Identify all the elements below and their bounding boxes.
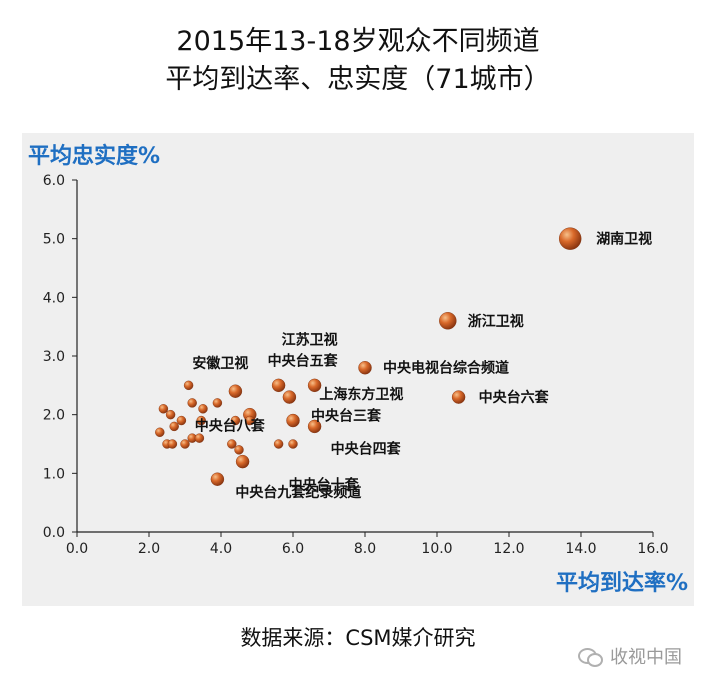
scatter-point xyxy=(235,454,250,469)
x-tick-label: 2.0 xyxy=(138,541,160,557)
scatter-point xyxy=(167,439,178,449)
chart-title-line2: 平均到达率、忠实度（71城市） xyxy=(165,64,551,95)
scatter-point xyxy=(271,378,286,393)
chart-title-line1: 2015年13-18岁观众不同频道 xyxy=(176,26,540,57)
x-tick-label: 16.0 xyxy=(637,541,668,557)
scatter-point xyxy=(194,433,205,443)
x-tick-label: 0.0 xyxy=(66,541,88,557)
point-label: 中央台八套 xyxy=(195,418,265,435)
point-label: 江苏卫视 xyxy=(282,331,338,348)
scatter-point xyxy=(358,361,372,375)
point-label: 中央台三套 xyxy=(311,408,381,425)
point-label: 中央台四套 xyxy=(331,440,401,457)
point-label: 湖南卫视 xyxy=(596,231,652,248)
y-tick-label: 2.0 xyxy=(43,408,65,424)
scatter-point xyxy=(307,378,322,393)
point-label: 中央台十套 xyxy=(289,477,359,494)
scatter-point xyxy=(155,427,165,437)
point-label: 上海东方卫视 xyxy=(319,386,403,403)
point-label: 中央电视台综合频道 xyxy=(383,360,509,377)
scatter-point xyxy=(451,390,466,404)
x-tick-label: 8.0 xyxy=(354,541,376,557)
scatter-point xyxy=(230,415,241,426)
scatter-point xyxy=(245,415,255,426)
scatter-point xyxy=(176,415,187,426)
scatter-point xyxy=(234,445,244,455)
x-tick-label: 12.0 xyxy=(493,541,524,557)
wechat-icon xyxy=(578,646,604,667)
scatter-point xyxy=(198,404,208,414)
y-tick-label: 0.0 xyxy=(43,525,65,541)
x-axis-label: 平均到达率% xyxy=(555,571,688,596)
x-tick-label: 6.0 xyxy=(282,541,304,557)
point-label: 中央台五套 xyxy=(268,352,338,369)
scatter-point xyxy=(288,439,298,449)
y-tick-label: 1.0 xyxy=(43,466,65,482)
scatter-point xyxy=(286,413,300,428)
x-tick-label: 14.0 xyxy=(565,541,596,557)
scatter-point xyxy=(183,380,194,391)
x-tick-label: 4.0 xyxy=(210,541,232,557)
scatter-point xyxy=(212,398,223,408)
y-axis-label: 平均忠实度% xyxy=(28,144,161,169)
point-label: 安徽卫视 xyxy=(192,355,248,372)
scatter-point xyxy=(227,439,237,449)
scatter-point xyxy=(210,472,225,486)
chart-panel xyxy=(22,133,694,606)
watermark: 收视中国 xyxy=(578,643,682,669)
scatter-point xyxy=(228,384,243,398)
watermark-text: 收视中国 xyxy=(610,647,682,668)
point-label: 浙江卫视 xyxy=(468,313,524,330)
scatter-point xyxy=(187,398,197,408)
x-tick-label: 10.0 xyxy=(421,541,452,557)
point-label: 中央台六套 xyxy=(479,389,549,406)
scatter-point xyxy=(158,404,169,414)
scatter-point xyxy=(180,439,190,449)
scatter-point xyxy=(559,227,582,250)
y-tick-label: 3.0 xyxy=(43,349,65,365)
scatter-point xyxy=(273,439,284,449)
scatter-point xyxy=(169,421,179,432)
scatter-chart: 0.0 2.0 4.0 6.0 8.0 10.0 12.0 14.0 16.0 0.0 1.0 2.0… xyxy=(43,173,669,557)
scatter-point xyxy=(165,409,176,420)
y-tick-label: 6.0 xyxy=(43,173,65,189)
y-tick-label: 4.0 xyxy=(43,290,65,306)
data-source: 数据来源：CSM媒介研究 xyxy=(240,626,476,650)
y-tick-label: 5.0 xyxy=(43,232,65,248)
point-label: 中央台九套纪录频道 xyxy=(235,484,361,501)
scatter-point xyxy=(307,419,322,434)
scatter-point xyxy=(196,415,206,426)
scatter-point xyxy=(439,312,457,330)
scatter-point xyxy=(282,390,297,404)
